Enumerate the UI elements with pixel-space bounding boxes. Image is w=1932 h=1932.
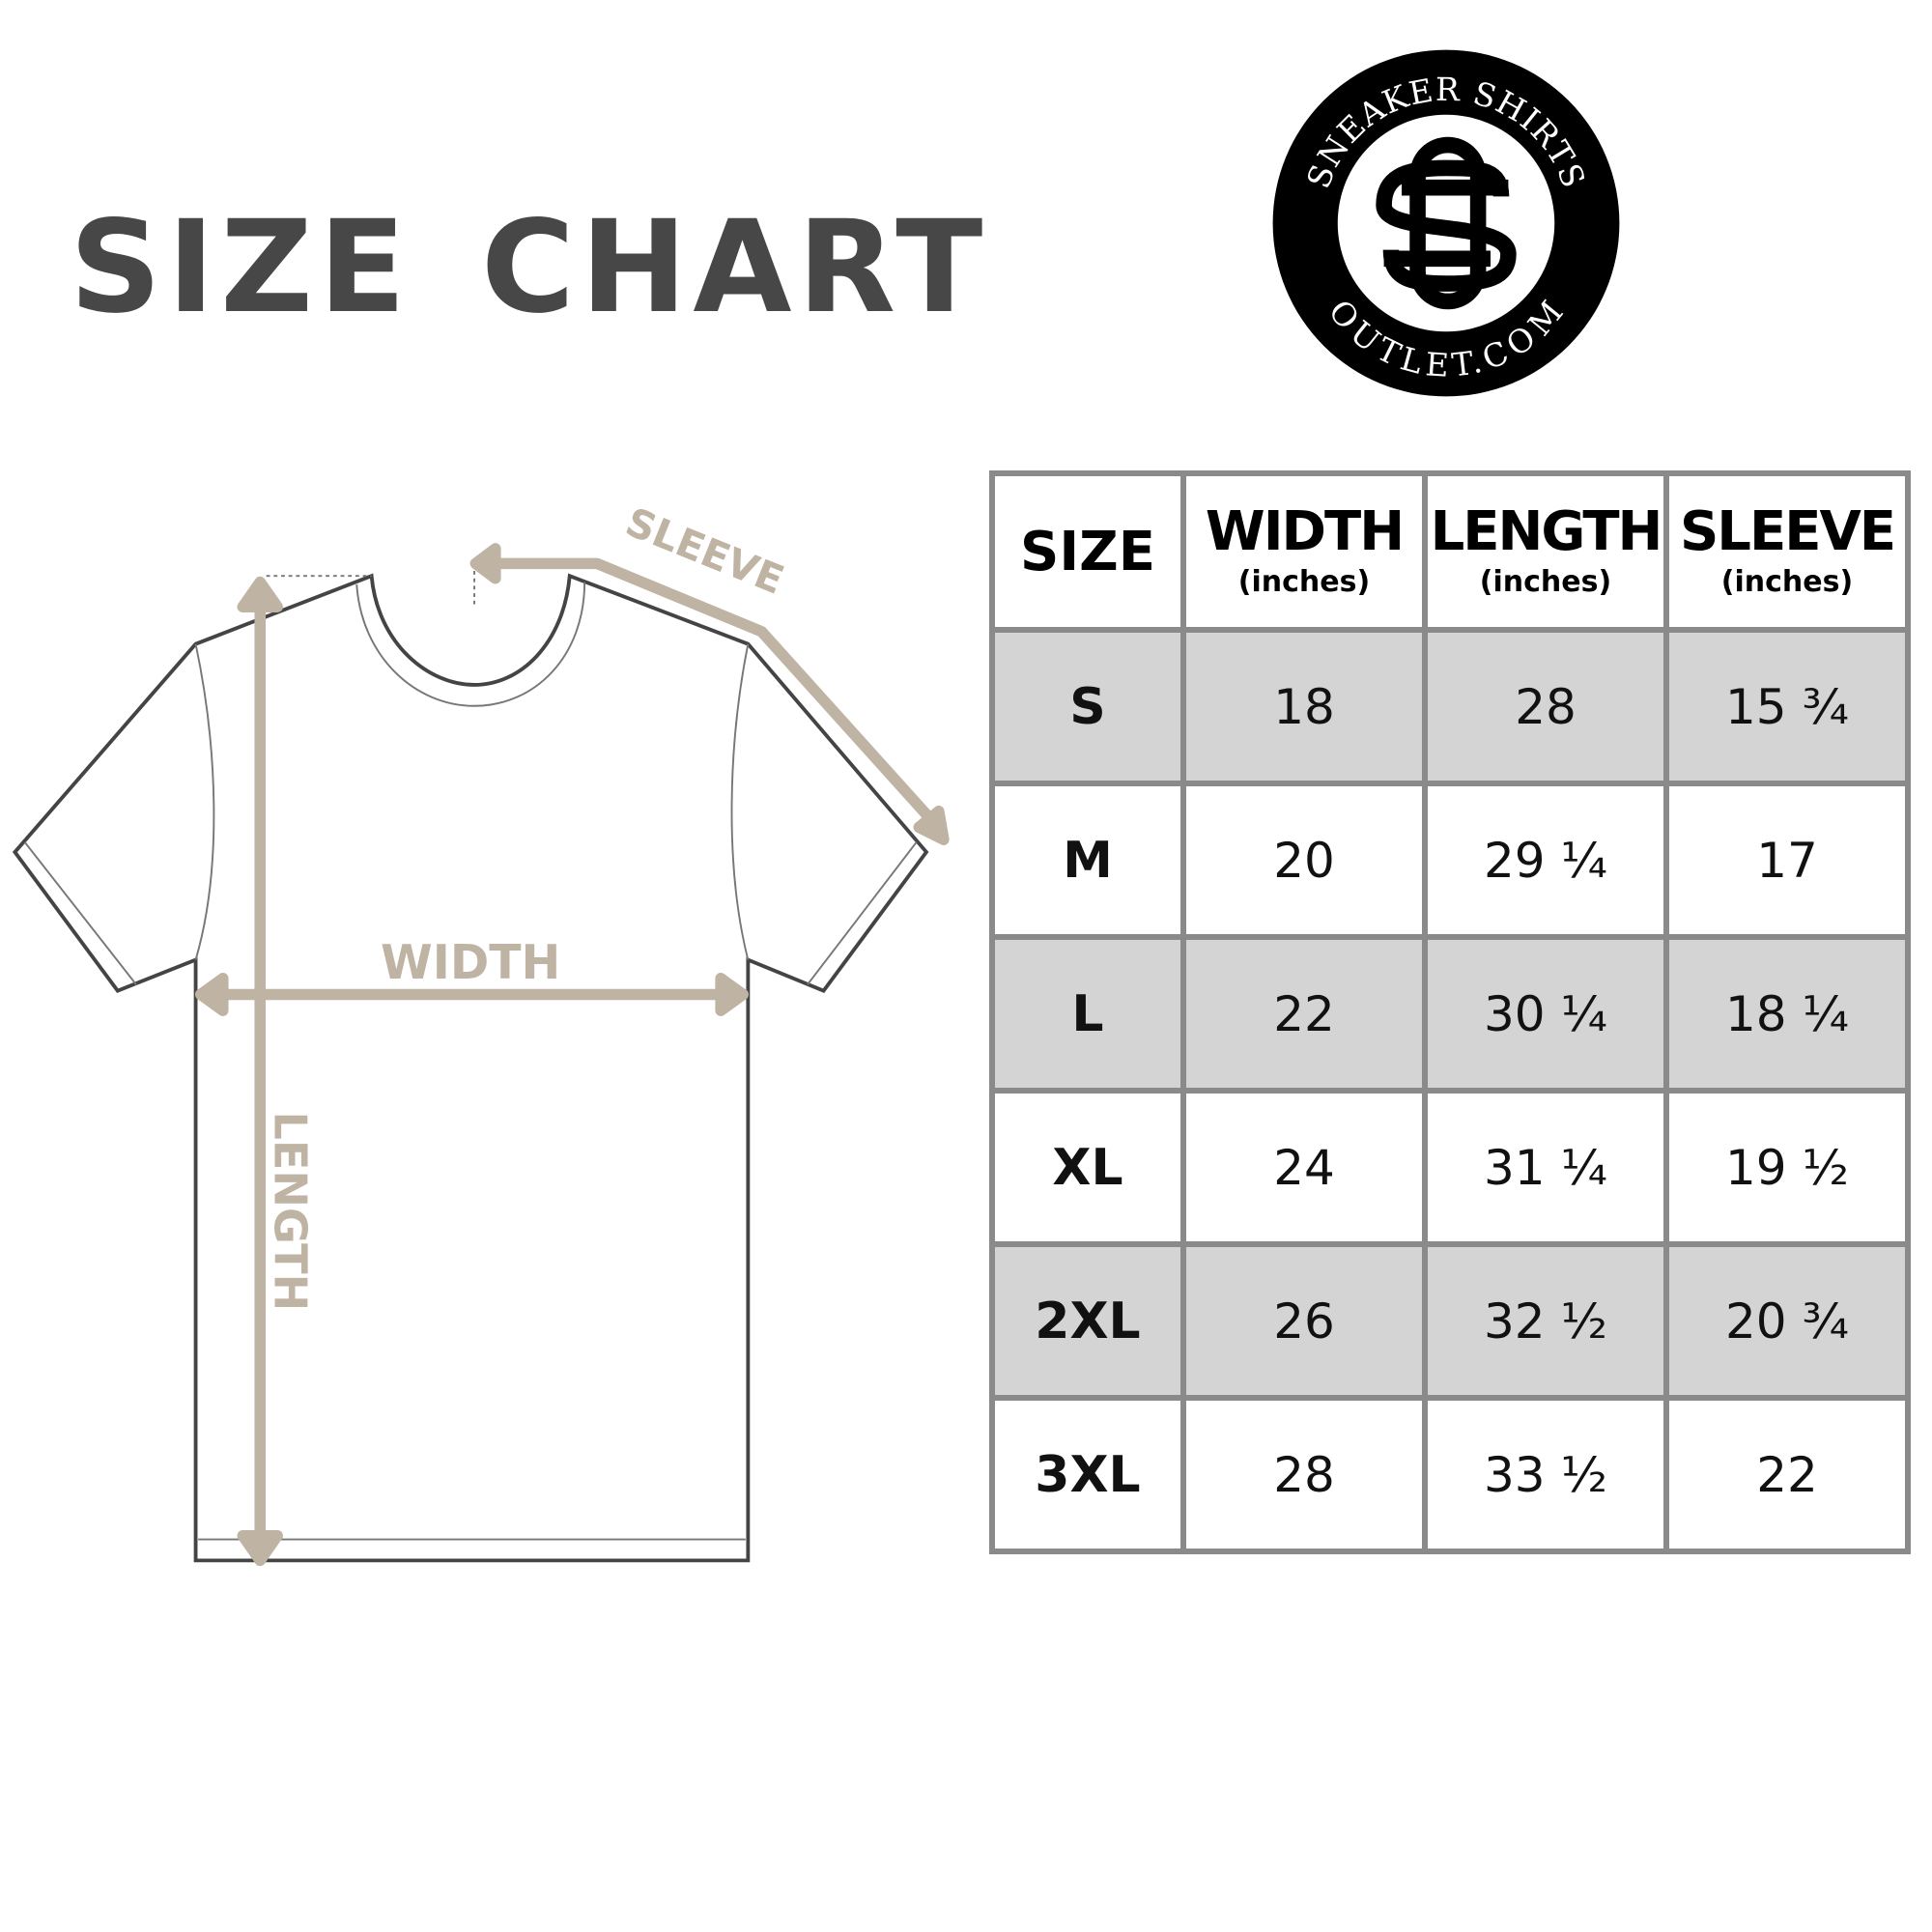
sleeve-cell: 17	[1663, 781, 1911, 940]
header-width: WIDTH (inches)	[1180, 470, 1428, 633]
size-table: SIZE WIDTH (inches) LENGTH (inches) SLEEVE…	[989, 470, 1911, 1554]
sleeve-arrow	[495, 557, 936, 824]
table-row: 2XL 26 32 ½ 20 ¾	[989, 1241, 1911, 1401]
width-cell: 20	[1180, 781, 1428, 940]
sleeve-cell: 22	[1663, 1395, 1911, 1554]
size-cell: M	[989, 781, 1186, 940]
size-cell: 3XL	[989, 1395, 1186, 1554]
length-cell: 33 ½	[1422, 1395, 1669, 1554]
width-label: WIDTH	[381, 936, 560, 990]
width-cell: 28	[1180, 1395, 1428, 1554]
width-cell: 26	[1180, 1241, 1428, 1401]
length-cell: 28	[1422, 627, 1669, 786]
header-length: LENGTH (inches)	[1422, 470, 1669, 633]
width-cell: 18	[1180, 627, 1428, 786]
header-size: SIZE	[989, 470, 1186, 633]
size-cell: 2XL	[989, 1241, 1186, 1401]
page-title: SIZE CHART	[70, 193, 989, 342]
sleeve-cell: 15 ¾	[1663, 627, 1911, 786]
length-label: LENGTH	[265, 1112, 317, 1312]
sleeve-cell: 18 ¼	[1663, 934, 1911, 1094]
length-cell: 31 ¼	[1422, 1088, 1669, 1247]
length-cell: 32 ½	[1422, 1241, 1669, 1401]
table-row: XL 24 31 ¼ 19 ½	[989, 1088, 1911, 1247]
table-row: L 22 30 ¼ 18 ¼	[989, 934, 1911, 1094]
size-cell: L	[989, 934, 1186, 1094]
header-sleeve: SLEEVE (inches)	[1663, 470, 1911, 633]
brand-logo: SNEAKER SHIRTS OUTLET.COM	[1272, 49, 1620, 397]
width-cell: 22	[1180, 934, 1428, 1094]
sleeve-cell: 19 ½	[1663, 1088, 1911, 1247]
table-header-row: SIZE WIDTH (inches) LENGTH (inches) SLEEVE…	[989, 470, 1911, 633]
size-cell: XL	[989, 1088, 1186, 1247]
table-row: S 18 28 15 ¾	[989, 627, 1911, 786]
sleeve-cell: 20 ¾	[1663, 1241, 1911, 1401]
size-cell: S	[989, 627, 1186, 786]
shirt-outline	[12, 573, 929, 1563]
length-cell: 30 ¼	[1422, 934, 1669, 1094]
table-row: M 20 29 ¼ 17	[989, 781, 1911, 940]
width-cell: 24	[1180, 1088, 1428, 1247]
length-cell: 29 ¼	[1422, 781, 1669, 940]
table-row: 3XL 28 33 ½ 22	[989, 1395, 1911, 1554]
